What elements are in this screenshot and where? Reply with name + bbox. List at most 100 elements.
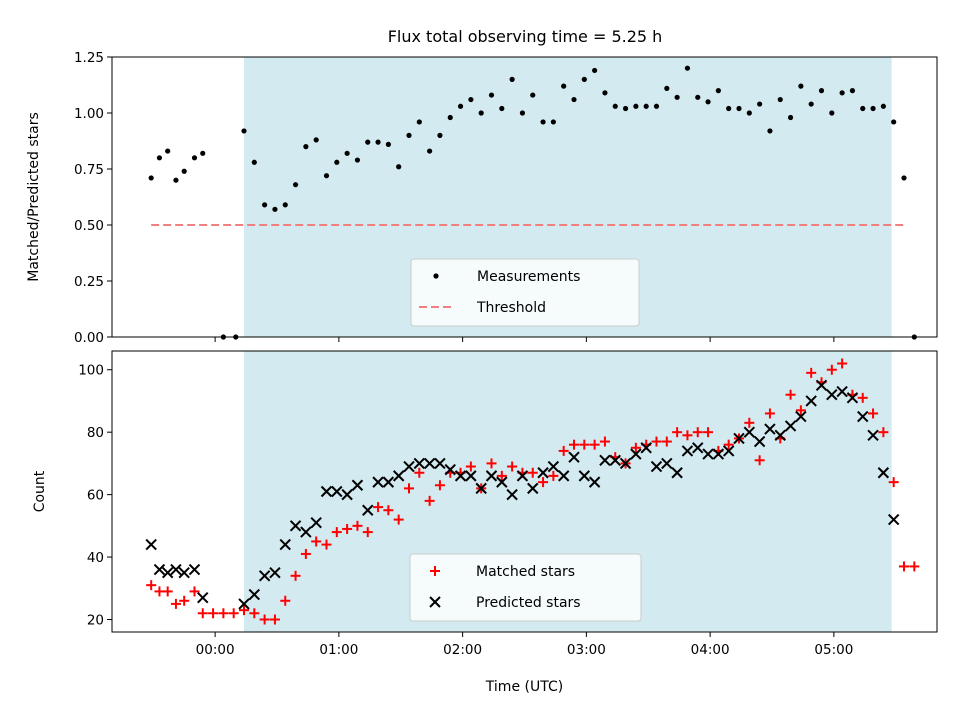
data-point <box>650 460 663 473</box>
x-tick-label: 02:00 <box>443 642 482 658</box>
data-point <box>860 105 866 112</box>
data-point <box>427 148 433 154</box>
data-point <box>258 570 271 582</box>
data-point <box>888 477 899 488</box>
chart-title: Flux total observing time = 5.25 h <box>388 27 663 46</box>
data-point <box>633 103 639 109</box>
data-point <box>733 432 745 445</box>
data-point <box>723 439 734 450</box>
data-point <box>509 76 515 82</box>
data-point <box>189 586 200 597</box>
data-point <box>588 476 601 488</box>
data-point <box>413 457 426 470</box>
data-point <box>162 586 173 597</box>
bottom-panel: 20 40 60 80 100 00:00 01:00 02:00 03:00 04:00 05:0… <box>32 350 938 695</box>
axes-frame <box>111 350 938 633</box>
data-point <box>878 427 889 438</box>
data-point <box>289 520 302 532</box>
data-point <box>406 132 412 138</box>
data-point <box>548 470 559 481</box>
data-point <box>146 580 157 591</box>
data-point <box>311 536 322 547</box>
legend-label: Matched stars <box>476 564 575 580</box>
data-point <box>630 442 641 453</box>
data-point <box>777 96 783 103</box>
data-point <box>661 436 672 447</box>
axes-frame <box>111 56 938 338</box>
data-point <box>818 88 825 94</box>
data-point <box>599 454 611 466</box>
data-point <box>313 137 319 143</box>
data-point <box>877 467 890 479</box>
data-point <box>581 76 587 82</box>
data-point <box>218 608 229 619</box>
data-point <box>228 608 239 619</box>
x-tick-label: 03:00 <box>567 642 606 658</box>
data-point <box>599 436 610 447</box>
data-point <box>538 477 549 488</box>
data-point <box>684 65 691 71</box>
data-point <box>579 439 590 450</box>
data-point <box>516 470 529 482</box>
data-point <box>362 527 373 538</box>
data-point <box>602 90 608 96</box>
data-point <box>457 103 464 109</box>
legend: Matched stars Predicted stars <box>409 553 642 622</box>
data-point <box>197 608 208 619</box>
data-point <box>682 430 693 441</box>
data-point <box>640 442 652 454</box>
data-point <box>868 408 879 419</box>
data-point <box>434 457 446 470</box>
data-point <box>764 423 776 435</box>
data-point <box>736 105 742 112</box>
data-point <box>507 461 518 472</box>
series-matched-stars <box>146 358 920 625</box>
data-point <box>465 470 477 482</box>
y-tick-label: 1.00 <box>74 106 104 122</box>
data-point <box>692 442 704 454</box>
x-tick-label: 01:00 <box>319 642 358 658</box>
data-point <box>612 103 618 109</box>
data-point <box>485 470 498 482</box>
data-point <box>806 367 817 378</box>
data-point <box>743 426 756 438</box>
data-point <box>351 479 364 491</box>
data-point <box>444 463 456 476</box>
data-point <box>404 483 414 494</box>
data-point <box>661 457 673 470</box>
data-point <box>488 92 495 98</box>
data-point <box>375 139 381 145</box>
data-point <box>290 570 301 581</box>
legend-box <box>410 258 640 327</box>
y-axis-label: Count <box>32 470 48 512</box>
data-point <box>672 427 683 438</box>
data-point <box>692 427 703 438</box>
data-point <box>784 420 797 432</box>
data-point <box>630 448 642 460</box>
data-point <box>880 103 886 109</box>
data-point <box>352 520 363 531</box>
data-point <box>558 445 569 456</box>
data-point <box>671 467 683 479</box>
data-point <box>537 467 549 479</box>
data-point <box>901 175 907 181</box>
data-point <box>530 92 536 98</box>
data-point <box>179 595 190 606</box>
data-point <box>200 150 206 156</box>
data-point <box>726 105 732 112</box>
data-point <box>414 467 425 478</box>
data-point <box>609 454 621 466</box>
data-point <box>331 527 342 538</box>
legend-entry: Measurements <box>433 269 580 285</box>
data-point <box>774 429 786 442</box>
data-point <box>181 168 187 174</box>
series-measurements <box>148 65 917 340</box>
data-point <box>475 482 487 495</box>
data-point <box>764 408 775 419</box>
data-point <box>170 598 181 609</box>
data-point <box>754 455 765 466</box>
data-point <box>705 99 711 105</box>
data-point <box>403 460 415 473</box>
data-point <box>561 83 567 89</box>
